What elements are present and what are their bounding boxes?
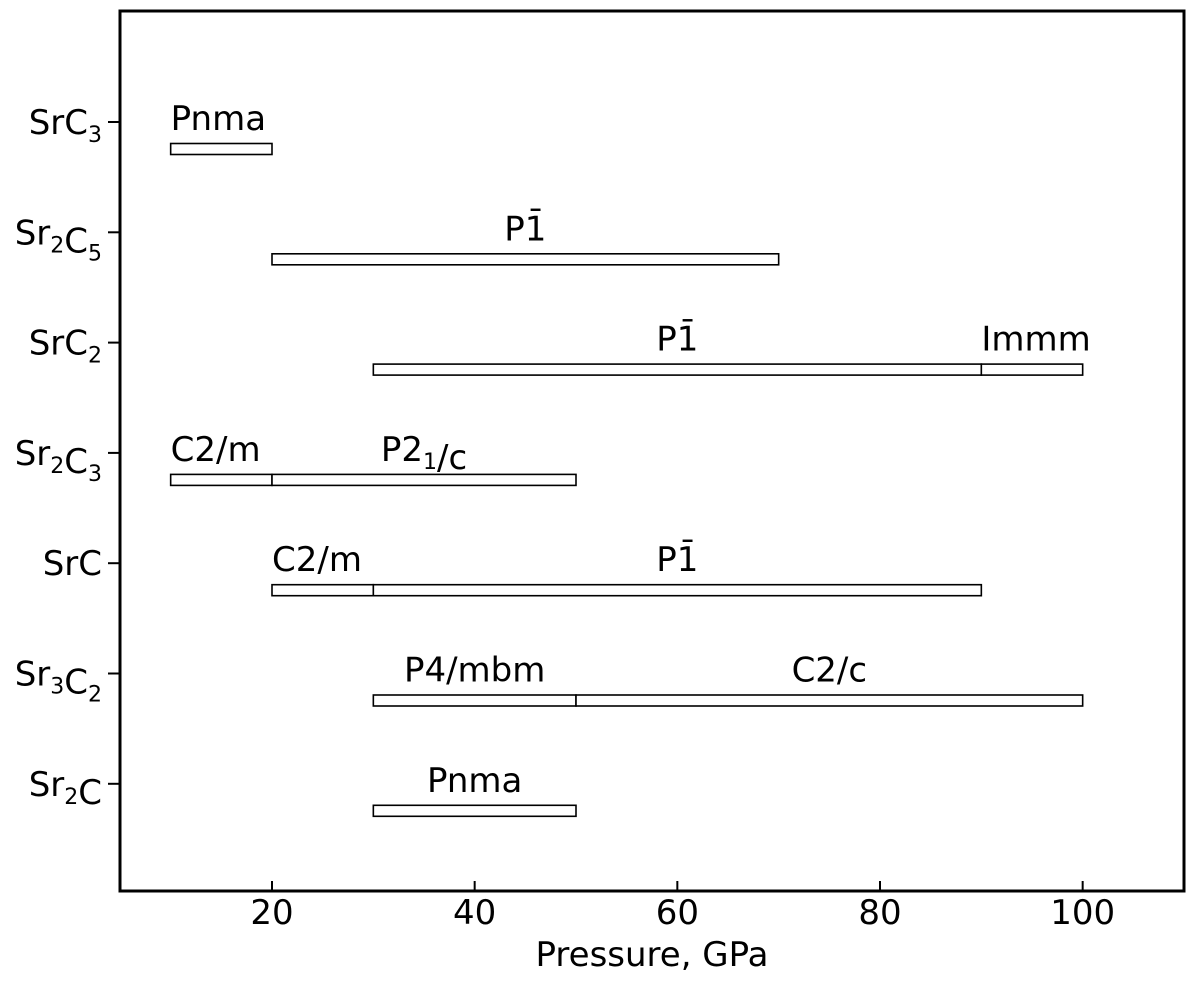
phase-bar — [271, 583, 375, 597]
x-tick-label: 60 — [656, 893, 699, 933]
x-tick-label: 100 — [1050, 893, 1115, 933]
y-category-label: Sr2C3 — [15, 434, 102, 487]
phase-label: P1̄ — [656, 318, 698, 359]
y-category-label: SrC2 — [29, 324, 102, 369]
phase-label: Pnma — [427, 761, 522, 801]
x-tick-label: 80 — [858, 893, 901, 933]
y-category-label: Sr2C — [29, 765, 102, 813]
phase-label: P1̄ — [656, 539, 698, 580]
phase-bar — [169, 142, 273, 156]
x-axis-title: Pressure, GPa — [536, 935, 769, 975]
x-tick-label: 40 — [453, 893, 496, 933]
plot-layer: 20 40 60 80 100 SrC3 Sr2C5 SrC2 Sr2C3 SrC Sr3C2 Sr2… — [15, 99, 1115, 933]
y-category-label: Sr3C2 — [15, 655, 102, 708]
y-category-label: SrC3 — [29, 103, 102, 148]
phase-bar — [271, 253, 780, 266]
y-category-label: Sr2C5 — [15, 213, 102, 266]
phase-bar — [372, 583, 983, 597]
phase-label: C2/c — [792, 651, 868, 691]
phase-label: Immm — [981, 320, 1090, 360]
phase-bar — [271, 473, 577, 487]
phase-bar — [372, 694, 577, 707]
phase-label: Pnma — [171, 99, 266, 139]
phase-label: C2/m — [171, 430, 261, 470]
phase-bar — [169, 473, 273, 487]
phase-label: P21/c — [381, 430, 467, 478]
y-category-label: SrC — [43, 544, 102, 584]
phase-bar — [372, 363, 983, 376]
phase-bar — [372, 804, 577, 818]
phase-bar — [575, 694, 1084, 707]
phase-label: C2/m — [272, 540, 362, 580]
phase-label: P1̄ — [504, 208, 546, 249]
phase-label: P4/mbm — [404, 651, 545, 691]
phase-bar — [980, 363, 1084, 376]
plot-frame — [118, 9, 1186, 893]
x-tick-label: 20 — [250, 893, 293, 933]
